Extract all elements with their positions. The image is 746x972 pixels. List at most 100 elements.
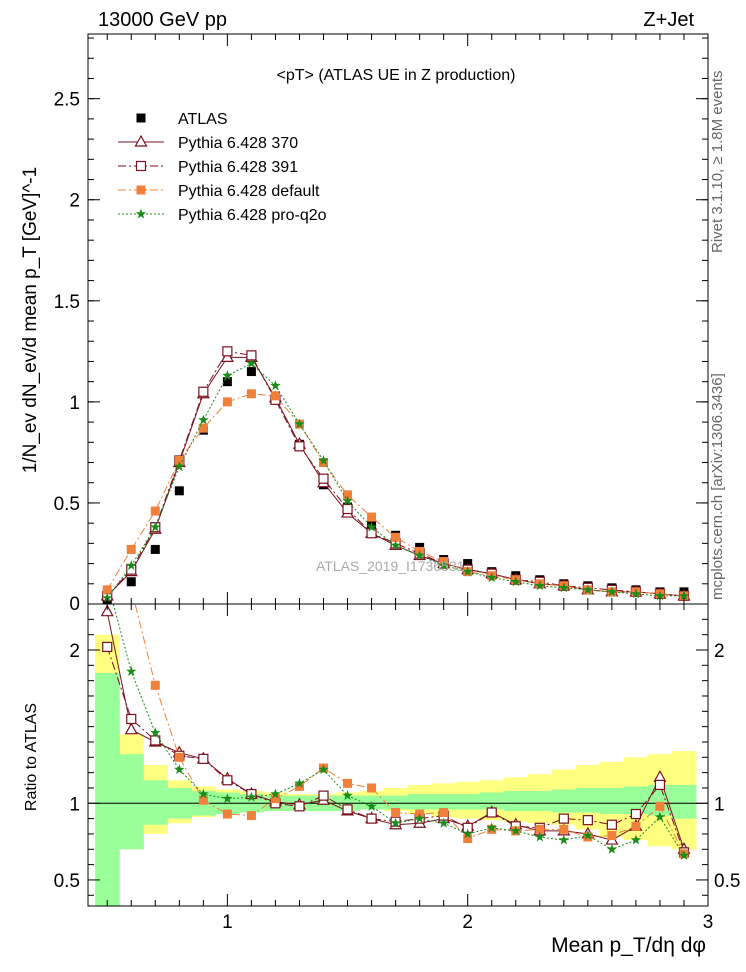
mcplots-info: mcplots.cern.ch [arXiv:1306.3436]	[709, 373, 726, 600]
ratio-point	[174, 764, 185, 774]
main-point	[174, 486, 184, 496]
ratio-point	[174, 752, 184, 762]
main-point	[246, 389, 256, 399]
ratio-point	[630, 808, 642, 820]
ratio-point	[390, 817, 401, 828]
ratio-point	[318, 764, 329, 774]
y-tick-label: 0.5	[54, 494, 80, 515]
y-tick-label-right: 1	[714, 794, 725, 815]
legend-label: Pythia 6.428 370	[178, 135, 298, 152]
top-series-layer	[100, 346, 691, 604]
main-plot-title: <pT> (ATLAS UE in Z production)	[277, 67, 516, 84]
ratio-point	[342, 804, 353, 815]
ratio-point	[558, 834, 569, 845]
stat-uncertainty-band	[479, 792, 505, 810]
main-point	[126, 560, 137, 570]
stat-uncertainty-band	[599, 787, 625, 815]
main-point	[558, 582, 569, 593]
x-tick-label: 2	[462, 912, 473, 933]
ratio-point	[438, 817, 449, 828]
process-label: Z+Jet	[643, 9, 694, 31]
y-tick-label: 2	[69, 191, 80, 212]
legend-marker	[134, 134, 148, 147]
main-point	[510, 576, 521, 587]
ratio-point	[534, 831, 545, 842]
main-point	[174, 461, 185, 471]
y-tick-label-right: 2	[714, 641, 725, 662]
ratio-point	[103, 492, 112, 501]
legend-entry: Pythia 6.428 370	[118, 134, 298, 152]
ratio-point	[582, 830, 594, 840]
ratio-plot-frame	[87, 603, 709, 907]
main-point	[294, 441, 305, 452]
main-point	[198, 414, 209, 425]
ratio-point	[510, 825, 521, 836]
ratio-point	[246, 811, 256, 821]
ratio-point	[463, 834, 473, 844]
ratio-point	[270, 788, 281, 799]
ratio-point	[198, 753, 209, 764]
legend-label: ATLAS	[178, 111, 228, 128]
ratio-point	[222, 793, 233, 804]
y-tick-label-right: 0.5	[714, 871, 740, 892]
main-point	[342, 503, 353, 515]
legend-entry: Pythia 6.428 pro-q2o	[118, 207, 327, 224]
y-tick-label: 2	[69, 641, 80, 662]
energy-label: 13000 GeV pp	[98, 9, 227, 31]
main-point	[198, 386, 209, 397]
main-point	[630, 588, 642, 599]
ratio-series-3	[112, 604, 690, 860]
main-point	[270, 380, 281, 391]
main-y-axis-label: 1/N_ev dN_ev/d mean p_T [GeV]^-1	[20, 167, 41, 473]
stat-uncertainty-band	[575, 787, 601, 813]
ratio-point	[654, 779, 666, 790]
x-tick-label: 3	[703, 912, 714, 933]
stat-uncertainty-band	[143, 780, 168, 825]
main-point	[462, 566, 473, 577]
ratio-point	[270, 794, 280, 804]
stat-uncertainty-band	[551, 789, 577, 813]
main-point	[102, 585, 112, 595]
legend-marker	[135, 208, 147, 219]
main-point	[582, 584, 594, 595]
main-point	[391, 532, 401, 542]
ratio-point	[439, 807, 449, 817]
ratio-point	[246, 791, 257, 802]
ratio-point	[654, 811, 666, 822]
ratio-point	[655, 801, 665, 811]
ratio-axes: 1 2 30.5 0.51 12 2	[54, 604, 740, 933]
stat-uncertainty-band	[527, 791, 553, 811]
y-tick-label: 1	[69, 393, 80, 414]
y-tick-label: 0.5	[54, 871, 80, 892]
ratio-point	[126, 713, 137, 725]
ratio-point	[198, 788, 209, 799]
ratio-plot: 1 2 30.5 0.51 12 2 Ratio to ATLAS Mean p_T/dη…	[23, 492, 740, 957]
ratio-point	[126, 666, 137, 676]
legend-entry: Pythia 6.428 default	[118, 183, 320, 200]
main-point	[174, 455, 184, 465]
ratio-point	[367, 783, 377, 793]
stat-uncertainty-band	[383, 795, 409, 810]
x-axis-label: Mean p_T/dη dφ	[551, 934, 706, 957]
ratio-point	[343, 778, 353, 788]
watermark: ATLAS_2019_I1736531	[316, 558, 465, 574]
ratio-point	[222, 809, 232, 819]
main-point	[318, 473, 329, 484]
ratio-point	[559, 824, 569, 834]
legend: ATLAS Pythia 6.428 370 Pythia 6.428 391 Pyt…	[118, 111, 327, 224]
main-point	[246, 358, 257, 368]
legend-label: Pythia 6.428 pro-q2o	[178, 207, 327, 224]
y-tick-label: 1.5	[54, 292, 80, 313]
ratio-point	[294, 777, 305, 788]
ratio-point	[606, 819, 617, 830]
main-point	[367, 512, 377, 522]
main-point	[438, 560, 449, 570]
ratio-point	[100, 604, 114, 617]
main-point	[222, 370, 233, 380]
y-tick-label: 2.5	[54, 90, 80, 111]
main-point	[246, 367, 256, 377]
y-tick-label: 1	[69, 794, 80, 815]
ratio-point	[102, 641, 113, 653]
main-series-4	[102, 358, 690, 603]
main-point	[366, 521, 377, 532]
